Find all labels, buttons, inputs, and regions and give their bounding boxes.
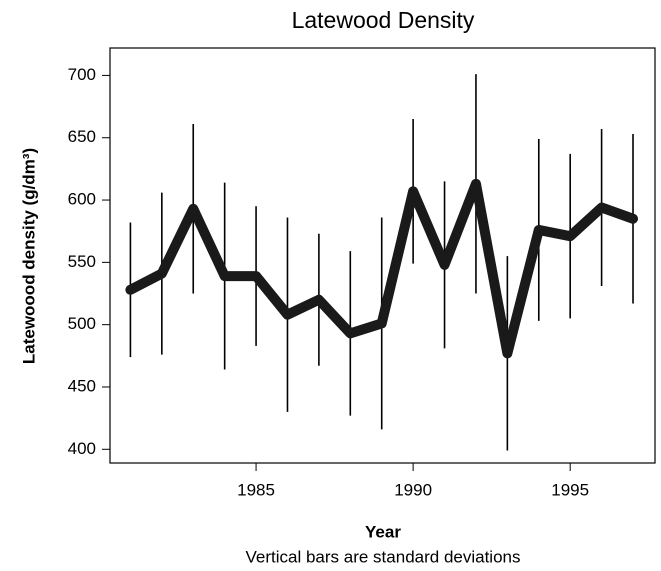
chart-title: Latewood Density	[292, 7, 475, 33]
y-tick-label: 550	[68, 252, 96, 271]
plot-frame	[109, 47, 656, 464]
y-tick-label: 500	[68, 314, 96, 333]
x-axis-label: Year	[365, 522, 401, 541]
y-tick-label: 600	[68, 190, 96, 209]
caption: Vertical bars are standard deviations	[246, 547, 521, 566]
y-tick-label: 400	[68, 439, 96, 458]
x-tick-label: 1990	[394, 480, 432, 499]
y-axis-label: Latewoood density (g/dm³)	[19, 148, 38, 364]
x-tick-label: 1995	[551, 480, 589, 499]
x-tick-label: 1985	[237, 480, 275, 499]
y-tick-label: 650	[68, 127, 96, 146]
y-tick-label: 450	[68, 376, 96, 395]
y-tick-label: 700	[68, 65, 96, 84]
data-line	[125, 178, 639, 359]
